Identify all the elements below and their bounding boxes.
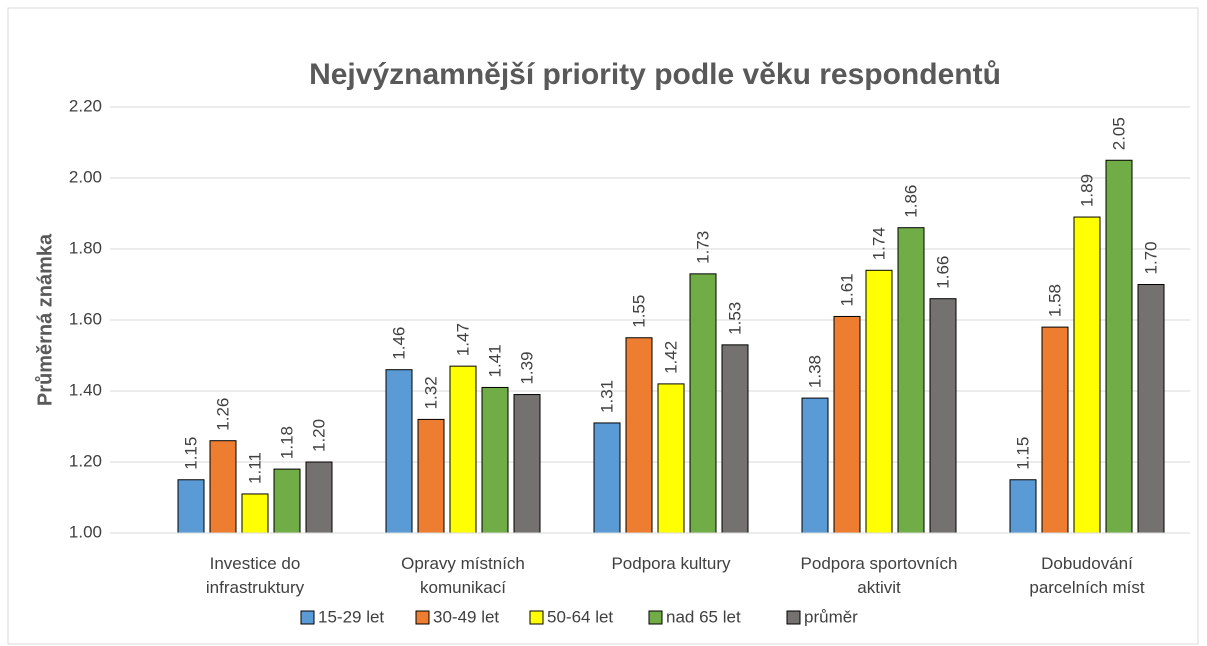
legend-swatch bbox=[415, 610, 430, 625]
x-tick-label: Podpora sportovních aktivit bbox=[800, 554, 958, 597]
y-tick-label: 2.20 bbox=[69, 96, 102, 115]
bar bbox=[865, 269, 893, 534]
value-label: 1.61 bbox=[837, 273, 856, 306]
bar bbox=[1137, 284, 1165, 534]
legend-label: 15-29 let bbox=[318, 607, 384, 626]
value-label: 1.70 bbox=[1141, 241, 1160, 274]
legend-label: nad 65 let bbox=[666, 607, 741, 626]
value-label: 1.46 bbox=[389, 327, 408, 360]
bar bbox=[417, 418, 445, 534]
bar bbox=[689, 273, 717, 534]
chart-title: Nejvýznamnější priority podle věku respo… bbox=[309, 58, 1001, 91]
legend-label: průměr bbox=[804, 607, 858, 626]
bar bbox=[273, 468, 301, 534]
value-label: 1.66 bbox=[933, 256, 952, 289]
value-label: 1.73 bbox=[693, 231, 712, 264]
y-tick-label: 1.20 bbox=[69, 451, 102, 470]
x-tick-label: Opravy místních komunikací bbox=[401, 554, 525, 597]
bar bbox=[241, 493, 269, 534]
value-label: 1.55 bbox=[629, 295, 648, 328]
y-tick-label: 1.00 bbox=[69, 522, 102, 541]
y-tick-label: 2.00 bbox=[69, 167, 102, 186]
value-label: 1.26 bbox=[213, 398, 232, 431]
value-label: 2.05 bbox=[1109, 117, 1128, 150]
legend-swatch bbox=[300, 610, 315, 625]
bar bbox=[657, 383, 685, 534]
y-tick-label: 1.80 bbox=[69, 238, 102, 257]
bar bbox=[1073, 216, 1101, 534]
value-label: 1.58 bbox=[1045, 284, 1064, 317]
bar bbox=[305, 461, 333, 534]
bar bbox=[721, 344, 749, 534]
value-label: 1.53 bbox=[725, 302, 744, 335]
value-label: 1.86 bbox=[901, 185, 920, 218]
y-tick-label: 1.40 bbox=[69, 380, 102, 399]
bar bbox=[481, 386, 509, 534]
bar bbox=[1009, 479, 1037, 534]
value-label: 1.38 bbox=[805, 355, 824, 388]
value-label: 1.39 bbox=[517, 351, 536, 384]
bar bbox=[593, 422, 621, 534]
bar bbox=[1105, 159, 1133, 534]
chart-frame bbox=[7, 7, 1199, 645]
bar bbox=[385, 369, 413, 534]
bar bbox=[1041, 326, 1069, 534]
bar bbox=[513, 394, 541, 534]
value-label: 1.18 bbox=[277, 426, 296, 459]
value-label: 1.41 bbox=[485, 344, 504, 377]
bar bbox=[801, 397, 829, 534]
value-label: 1.11 bbox=[245, 452, 264, 484]
legend-label: 30-49 let bbox=[433, 607, 499, 626]
legend-swatch bbox=[648, 610, 663, 625]
bar bbox=[449, 365, 477, 534]
value-label: 1.42 bbox=[661, 341, 680, 374]
legend-label: 50-64 let bbox=[547, 607, 613, 626]
bar bbox=[833, 315, 861, 534]
value-label: 1.32 bbox=[421, 376, 440, 409]
value-label: 1.89 bbox=[1077, 174, 1096, 207]
x-tick-label: Dobudování parcelních míst bbox=[1029, 554, 1145, 597]
value-label: 1.15 bbox=[181, 437, 200, 470]
x-tick-label: Podpora kultury bbox=[611, 554, 731, 573]
legend-swatch bbox=[786, 610, 801, 625]
value-label: 1.47 bbox=[453, 323, 472, 356]
y-tick-label: 1.60 bbox=[69, 309, 102, 328]
bar bbox=[625, 337, 653, 534]
value-label: 1.20 bbox=[309, 419, 328, 452]
legend-swatch bbox=[529, 610, 544, 625]
bar bbox=[177, 479, 205, 534]
bar bbox=[209, 440, 237, 534]
value-label: 1.31 bbox=[597, 380, 616, 413]
x-tick-label: Investice do infrastruktury bbox=[205, 554, 305, 597]
bar bbox=[897, 227, 925, 534]
value-label: 1.15 bbox=[1013, 437, 1032, 470]
value-label: 1.74 bbox=[869, 227, 888, 260]
bar bbox=[929, 298, 957, 534]
y-axis-label: Průměrná známka bbox=[34, 233, 56, 406]
